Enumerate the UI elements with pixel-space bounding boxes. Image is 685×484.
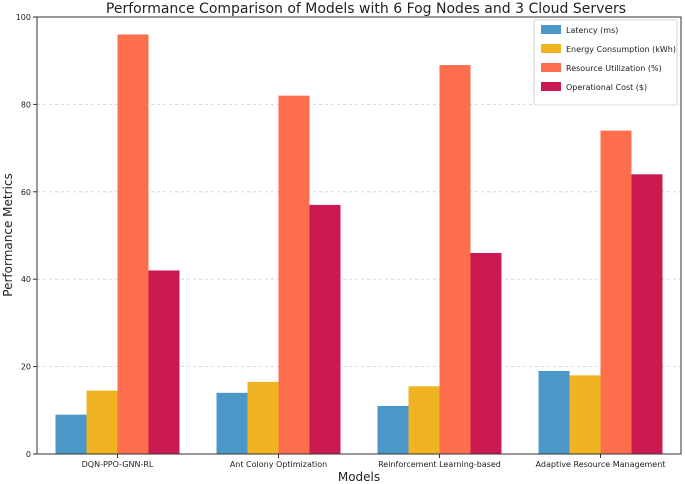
bar-1-4 bbox=[538, 370, 570, 454]
legend-label: Operational Cost ($) bbox=[566, 83, 647, 92]
x-axis-ticks: DQN-PPO-GNN-RL Ant Colony Optimization Rei… bbox=[82, 454, 666, 469]
y-tick-label: 0 bbox=[26, 450, 31, 459]
legend-swatch bbox=[541, 82, 561, 91]
x-tick-label: DQN-PPO-GNN-RL bbox=[82, 460, 154, 469]
x-tick-label: Adaptive Resource Management bbox=[536, 460, 666, 469]
chart-title: Performance Comparison of Models with 6 … bbox=[106, 1, 626, 17]
bars bbox=[55, 34, 663, 454]
bar-1-1 bbox=[55, 414, 87, 454]
bar-2-2 bbox=[247, 381, 279, 454]
legend-items: Latency (ms) Energy Consumption (kWh) Reso… bbox=[541, 25, 676, 92]
bar-3-2 bbox=[278, 95, 310, 454]
y-tick-label: 20 bbox=[21, 363, 31, 372]
x-tick-label: Ant Colony Optimization bbox=[230, 460, 327, 469]
bar-1-2 bbox=[216, 392, 248, 454]
y-tick-label: 60 bbox=[21, 188, 31, 197]
bar-2-4 bbox=[569, 375, 601, 454]
bar-4-1 bbox=[148, 270, 180, 454]
plot-frame bbox=[36, 16, 682, 455]
legend-box bbox=[533, 19, 678, 106]
y-axis-ticks: 0 20 40 60 80 100 bbox=[16, 13, 37, 459]
x-tick-label: Reinforcement Learning-based bbox=[378, 460, 501, 469]
y-tick-label: 80 bbox=[21, 100, 31, 109]
bar-3-1 bbox=[117, 34, 149, 454]
legend: Latency (ms) Energy Consumption (kWh) Reso… bbox=[533, 19, 678, 106]
legend-swatch bbox=[541, 63, 561, 72]
bar-2-1 bbox=[86, 390, 118, 454]
bar-4-3 bbox=[470, 252, 502, 454]
bar-4-4 bbox=[631, 174, 663, 454]
legend-swatch bbox=[541, 44, 561, 53]
legend-label: Resource Utilization (%) bbox=[566, 64, 662, 73]
bar-4-2 bbox=[309, 204, 341, 454]
y-tick-label: 40 bbox=[21, 275, 31, 284]
y-axis-label: Performance Metrics bbox=[1, 173, 15, 296]
bar-3-4 bbox=[600, 130, 632, 454]
legend-swatch bbox=[541, 25, 561, 34]
bar-2-3 bbox=[408, 386, 440, 454]
y-tick-label: 100 bbox=[16, 13, 31, 22]
legend-label: Latency (ms) bbox=[566, 26, 618, 35]
legend-label: Energy Consumption (kWh) bbox=[566, 45, 676, 54]
x-axis-label: Models bbox=[338, 470, 380, 484]
bar-3-3 bbox=[439, 65, 471, 454]
bar-1-3 bbox=[377, 405, 409, 454]
